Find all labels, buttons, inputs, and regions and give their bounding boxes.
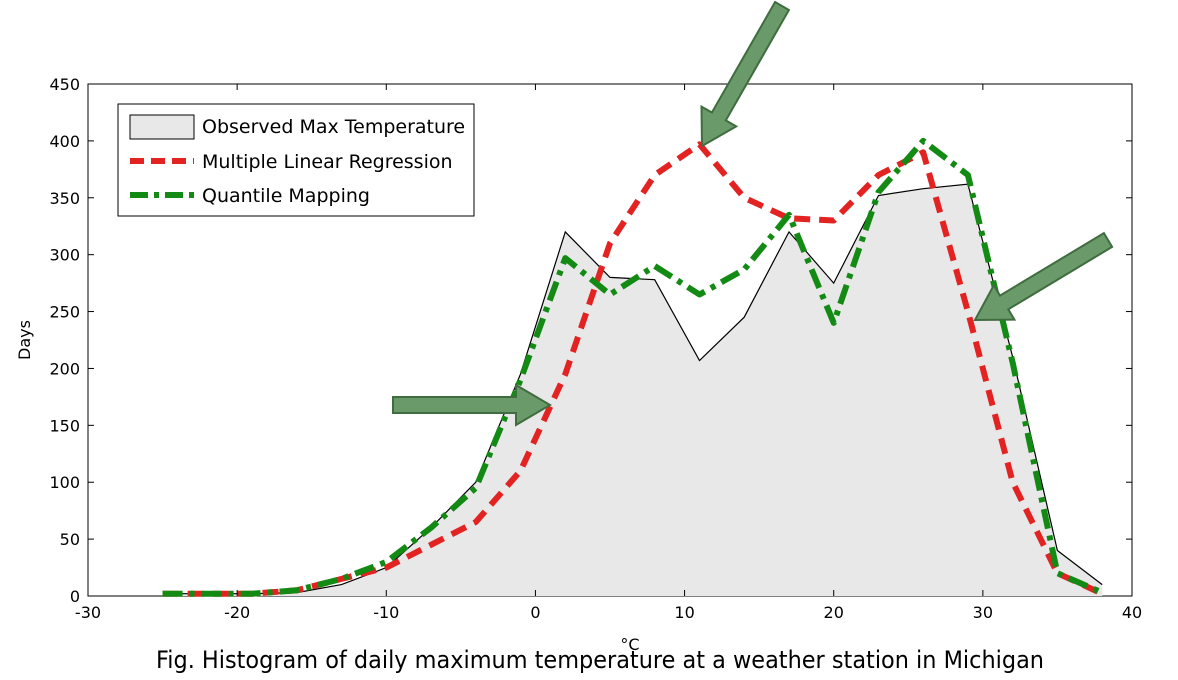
y-tick-label: 0 <box>70 587 80 606</box>
y-axis-label: Days <box>15 320 34 360</box>
y-tick-label: 200 <box>49 359 80 378</box>
legend-swatch-observed <box>129 114 195 140</box>
y-tick-label: 450 <box>49 75 80 94</box>
x-tick-label: -30 <box>75 603 101 622</box>
axis-ticks: -30 -20 -10 0 10 20 30 400501001502002503003504… <box>49 75 1142 622</box>
series-qm-line <box>162 137 1104 597</box>
y-tick-label: 50 <box>60 530 80 549</box>
x-tick-label: 40 <box>1122 603 1142 622</box>
y-tick-label: 250 <box>49 303 80 322</box>
legend-label: Multiple Linear Regression <box>202 151 453 173</box>
legend: Observed Max Temperature Multiple Linear … <box>117 103 475 217</box>
y-tick-label: 100 <box>49 473 80 492</box>
y-tick-label: 350 <box>49 189 80 208</box>
annotation-arrows <box>392 0 1114 427</box>
y-tick-label: 150 <box>49 416 80 435</box>
x-tick-label: 10 <box>674 603 694 622</box>
series-layer <box>162 137 1104 597</box>
legend-label: Observed Max Temperature <box>202 116 465 138</box>
x-tick-label: 30 <box>973 603 993 622</box>
arrow-mlr-peak <box>700 0 791 148</box>
x-tick-label: -10 <box>373 603 399 622</box>
figure-caption: Fig. Histogram of daily maximum temperat… <box>156 646 1044 674</box>
x-axis-label: °C <box>620 635 639 654</box>
x-tick-label: 0 <box>530 603 540 622</box>
x-tick-label: -20 <box>224 603 250 622</box>
y-tick-label: 400 <box>49 132 80 151</box>
y-tick-label: 300 <box>49 246 80 265</box>
legend-label: Quantile Mapping <box>202 185 370 207</box>
arrow-mlr-lower-tail <box>392 383 552 427</box>
arrow-mlr-upper-tail <box>973 231 1114 322</box>
series-observed-area <box>162 184 1103 596</box>
x-tick-label: 20 <box>824 603 844 622</box>
